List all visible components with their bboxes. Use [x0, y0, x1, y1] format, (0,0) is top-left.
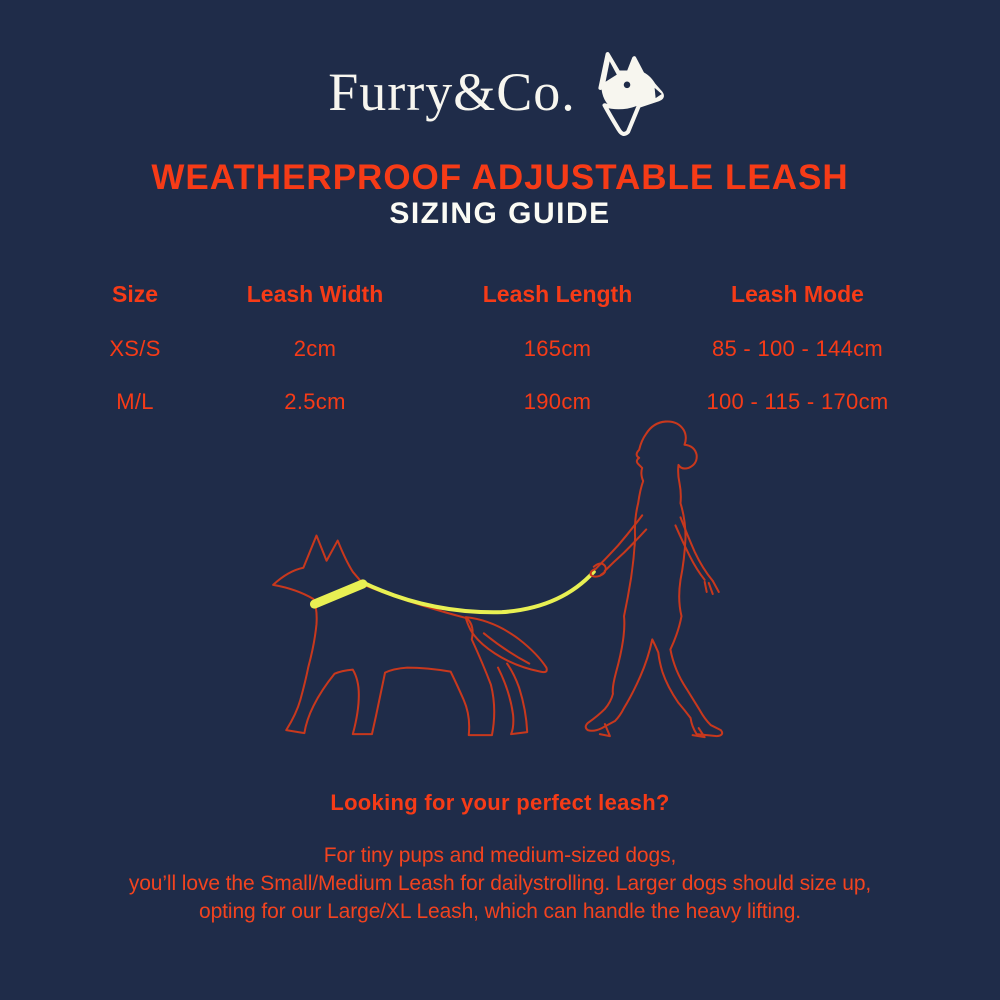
column-header-size: Size	[111, 281, 159, 307]
cell-width: 2cm	[293, 336, 337, 361]
cell-width: 2.5cm	[284, 389, 346, 414]
dog-outline	[272, 534, 496, 737]
poster-title: WEATHERPROOF ADJUSTABLE LEASH	[151, 158, 849, 197]
dog-hind-leg	[496, 662, 529, 736]
brand-logo-text: Furry&Co.	[328, 62, 576, 122]
description-line: For tiny pups and medium-sized dogs,	[323, 844, 677, 867]
person-back-arm	[679, 516, 714, 582]
person-back-heel	[691, 727, 706, 739]
size-table: Size Leash Width Leash Length Leash Mode…	[80, 281, 920, 442]
dog-head-icon	[598, 52, 664, 136]
person-walking-dog-illustration	[272, 420, 724, 739]
cell-size: XS/S	[109, 336, 161, 361]
person-outline	[584, 420, 724, 738]
brand-logo: Furry&Co.	[0, 44, 1000, 140]
person-front-heel	[598, 723, 611, 738]
person-hand	[589, 567, 607, 578]
dog-tail	[464, 616, 548, 674]
cell-mode: 100 - 115 - 170cm	[706, 389, 889, 414]
poster-subtitle: SIZING GUIDE	[389, 197, 611, 230]
table-row: M/L 2.5cm 190cm 100 - 115 - 170cm	[80, 389, 920, 415]
cell-mode: 85 - 100 - 144cm	[711, 336, 884, 361]
question-heading: Looking for your perfect leash?	[330, 790, 670, 815]
size-table-header: Size Leash Width Leash Length Leash Mode	[80, 281, 920, 308]
cell-length: 190cm	[523, 389, 592, 414]
column-header-leash-length: Leash Length	[482, 281, 633, 307]
table-row: XS/S 2cm 165cm 85 - 100 - 144cm	[80, 336, 920, 362]
cell-size: M/L	[116, 389, 154, 414]
description-line: you’ll love the Small/Medium Leash for d…	[128, 872, 872, 895]
column-header-leash-width: Leash Width	[246, 281, 384, 307]
description-line: opting for our Large/XL Leash, which can…	[198, 900, 802, 923]
column-header-leash-mode: Leash Mode	[731, 281, 864, 307]
collar-highlight	[309, 579, 368, 609]
leash-highlight	[361, 569, 596, 615]
description-text: For tiny pups and medium-sized dogs, you…	[0, 842, 1000, 926]
cell-length: 165cm	[523, 336, 592, 361]
person-front-arm	[594, 514, 644, 570]
